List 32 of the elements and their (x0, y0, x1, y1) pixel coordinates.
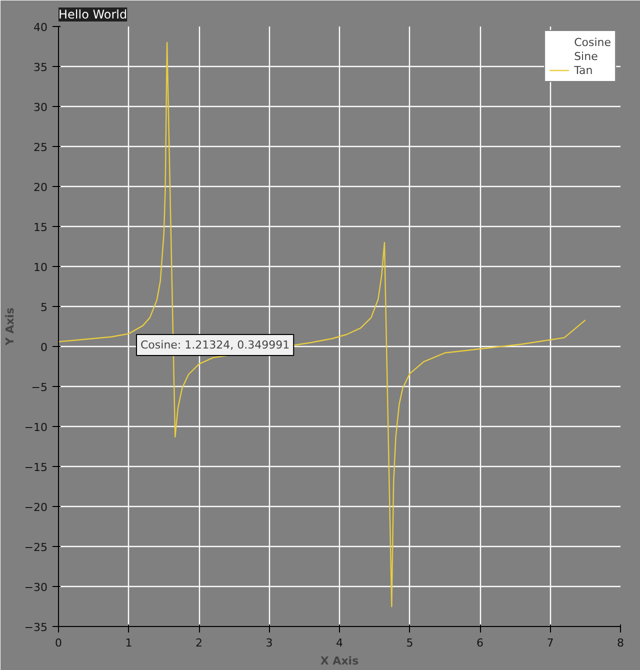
x-tick-label: 1 (125, 636, 132, 650)
x-axis-title: X Axis (320, 654, 360, 668)
text: Cosine (574, 35, 611, 49)
legend-label: Tan (574, 63, 594, 77)
y-tick-label: −25 (24, 541, 48, 554)
y-tick-label: 25 (34, 141, 48, 154)
y-tick-label: −20 (24, 501, 48, 514)
y-tick-label: 35 (34, 61, 48, 74)
x-tick-label: 8 (617, 636, 624, 650)
text: Sine (574, 49, 598, 63)
y-tick-label: 30 (34, 101, 48, 114)
y-tick-label: −5 (31, 381, 48, 394)
y-tick-label: −35 (24, 621, 48, 634)
x-tick-label: 7 (546, 636, 554, 650)
x-tick-label: 5 (406, 636, 414, 650)
chart-title: Hello World (58, 8, 128, 22)
y-tick-label: 0 (40, 341, 48, 354)
y-tick-label: −15 (24, 461, 48, 474)
y-axis-title: Y Axis (3, 307, 16, 346)
x-tick-label: 0 (55, 636, 62, 650)
y-tick-label: −10 (24, 421, 48, 434)
y-tick-label: −30 (24, 581, 48, 594)
x-tick-label: 6 (476, 636, 484, 650)
x-tick-label: 4 (336, 636, 343, 650)
y-tick-label: 5 (40, 301, 48, 314)
y-tick-label: 10 (34, 261, 48, 274)
annotation: Cosine: 1.21324, 0.349991 (140, 338, 290, 352)
y-tick-label: 20 (34, 181, 48, 194)
x-tick-label: 2 (196, 636, 202, 650)
y-tick-label: 40 (34, 21, 48, 34)
y-tick-label: 15 (34, 221, 48, 234)
x-tick-label: 3 (266, 636, 273, 650)
